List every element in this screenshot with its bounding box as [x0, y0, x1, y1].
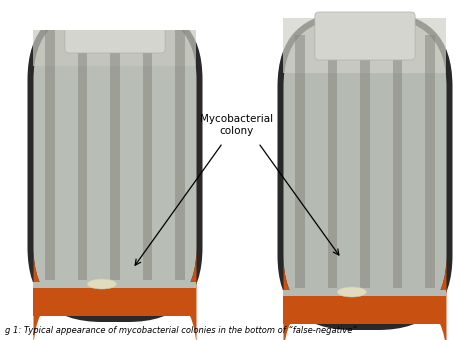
Bar	[45, 28, 55, 280]
Ellipse shape	[87, 279, 117, 289]
Bar	[110, 28, 120, 280]
FancyBboxPatch shape	[277, 12, 453, 330]
Bar	[295, 35, 305, 288]
Bar	[143, 28, 153, 280]
FancyBboxPatch shape	[65, 10, 165, 53]
Text: g 1: Typical appearance of mycobacterial colonies in the bottom of “false-negati: g 1: Typical appearance of mycobacterial…	[5, 326, 357, 335]
Bar	[0, 0, 220, 30]
Text: Mycobacterial
colony: Mycobacterial colony	[201, 114, 273, 136]
Bar	[78, 28, 87, 280]
Bar	[34, 288, 197, 316]
Bar	[34, 282, 197, 288]
Bar	[360, 35, 370, 288]
Ellipse shape	[337, 287, 366, 297]
FancyBboxPatch shape	[283, 256, 447, 340]
FancyBboxPatch shape	[34, 248, 197, 340]
Bar	[175, 28, 185, 280]
Bar	[283, 296, 447, 324]
Bar	[328, 35, 337, 288]
FancyBboxPatch shape	[27, 5, 202, 322]
Bar	[34, 11, 197, 66]
FancyBboxPatch shape	[283, 18, 447, 324]
Bar	[283, 18, 447, 73]
Bar	[205, 0, 275, 340]
FancyBboxPatch shape	[34, 11, 197, 316]
Bar	[393, 35, 402, 288]
FancyBboxPatch shape	[315, 12, 415, 60]
Bar	[425, 35, 435, 288]
Bar	[283, 290, 447, 296]
